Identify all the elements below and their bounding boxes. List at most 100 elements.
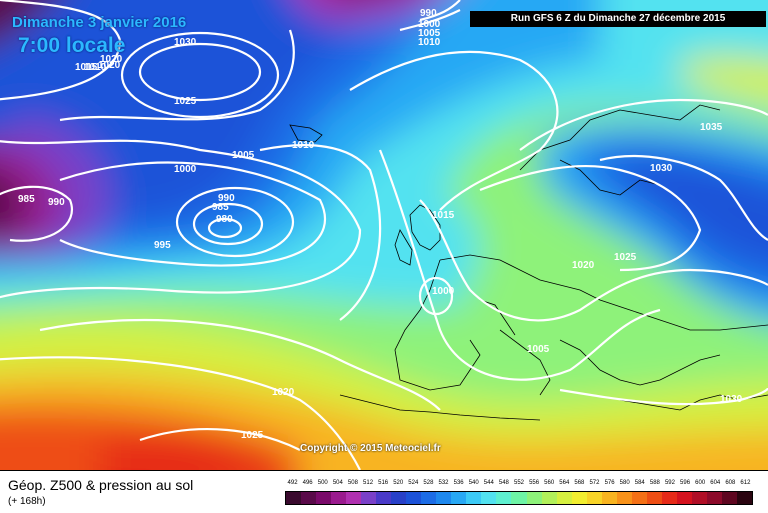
scale-tick-label: 568 bbox=[574, 480, 585, 486]
isobar-label: 1000 bbox=[418, 19, 441, 30]
scale-tick-label: 548 bbox=[498, 480, 509, 486]
scale-tick-label: 536 bbox=[453, 480, 464, 486]
isobar-label: 1030 bbox=[720, 394, 743, 405]
scale-tick-label: 496 bbox=[302, 480, 313, 486]
scale-color-cell bbox=[571, 492, 587, 504]
scale-tick-label: 512 bbox=[363, 480, 374, 486]
scale-color-cell bbox=[466, 492, 482, 504]
model-run-banner: Run GFS 6 Z du Dimanche 27 décembre 2015 bbox=[470, 11, 766, 27]
scale-tick-label: 516 bbox=[378, 480, 389, 486]
scale-tick-label: 572 bbox=[589, 480, 600, 486]
isobar-label: 1020 bbox=[272, 387, 295, 398]
weather-map: 1030 1025 1020 1015 1010 1005 1000 995 9… bbox=[0, 0, 768, 470]
scale-color-cell bbox=[496, 492, 512, 504]
isobar-label: 1030 bbox=[174, 37, 197, 48]
scale-color-cell bbox=[376, 492, 392, 504]
scale-tick-label: 608 bbox=[725, 480, 736, 486]
isobar-label: 1030 bbox=[650, 163, 673, 174]
scale-color-cell bbox=[691, 492, 707, 504]
scale-tick-label: 584 bbox=[634, 480, 645, 486]
scale-tick-label: 492 bbox=[287, 480, 298, 486]
scale-color-cell bbox=[316, 492, 332, 504]
scale-color-cell bbox=[436, 492, 452, 504]
isobar-labels: 1030 1025 1020 1015 1010 1005 1000 995 9… bbox=[18, 8, 743, 441]
scale-color-cell bbox=[526, 492, 542, 504]
scale-color-cell bbox=[406, 492, 422, 504]
scale-tick-label: 576 bbox=[604, 480, 615, 486]
scale-tick-label: 500 bbox=[317, 480, 328, 486]
scale-color-cell bbox=[421, 492, 437, 504]
isobar-label: 990 bbox=[218, 193, 235, 204]
scale-color-cell bbox=[736, 492, 752, 504]
scale-tick-label: 528 bbox=[423, 480, 434, 486]
scale-color-cell bbox=[481, 492, 497, 504]
isobar-label: 990 bbox=[48, 197, 65, 208]
color-scale-bar bbox=[285, 491, 753, 505]
scale-tick-label: 580 bbox=[619, 480, 630, 486]
isobar-label: 1020 bbox=[100, 54, 123, 65]
scale-color-cell bbox=[676, 492, 692, 504]
scale-tick-label: 544 bbox=[483, 480, 494, 486]
scale-tick-label: 588 bbox=[649, 480, 660, 486]
field-title: Géop. Z500 & pression au sol bbox=[8, 477, 194, 493]
scale-color-cell bbox=[346, 492, 362, 504]
forecast-time: 7:00 locale bbox=[18, 34, 126, 57]
scale-tick-label: 552 bbox=[513, 480, 525, 486]
scale-color-cell bbox=[586, 492, 602, 504]
isobar-label: 1035 bbox=[700, 122, 723, 133]
isobar-label: 1005 bbox=[527, 344, 550, 355]
isobar-label: 1025 bbox=[614, 252, 637, 263]
scale-color-cell bbox=[616, 492, 632, 504]
scale-tick-label: 600 bbox=[695, 480, 706, 486]
isobar-label: 1025 bbox=[241, 430, 264, 441]
forecast-date: Dimanche 3 janvier 2016 bbox=[12, 14, 187, 31]
isobar-label: 1005 bbox=[418, 28, 441, 39]
copyright-notice: Copyright © 2015 Meteociel.fr bbox=[300, 443, 441, 454]
scale-tick-label: 556 bbox=[529, 480, 540, 486]
scale-color-cell bbox=[451, 492, 467, 504]
scale-tick-label: 592 bbox=[664, 480, 675, 486]
scale-color-cell bbox=[331, 492, 347, 504]
isobar-label: 1000 bbox=[432, 286, 455, 297]
scale-tick-label: 524 bbox=[408, 480, 419, 486]
isobar-label: 1010 bbox=[84, 62, 107, 73]
scale-tick-label: 540 bbox=[468, 480, 479, 486]
isobar-label: 1015 bbox=[432, 210, 455, 221]
scale-color-cell bbox=[286, 492, 302, 504]
isobar-label: 995 bbox=[154, 240, 171, 251]
scale-color-cell bbox=[631, 492, 647, 504]
isobar-label: 1020 bbox=[572, 260, 595, 271]
scale-color-cell bbox=[706, 492, 722, 504]
isobars bbox=[0, 0, 768, 470]
isobar-label: 990 bbox=[420, 8, 437, 19]
isobar-label: 980 bbox=[216, 214, 233, 225]
isobar-label: 1010 bbox=[292, 140, 315, 151]
isobar-label: 1005 bbox=[232, 150, 255, 161]
geopotential-map: 1030 1025 1020 1015 1010 1005 1000 995 9… bbox=[0, 0, 768, 470]
scale-color-cell bbox=[541, 492, 557, 504]
isobar-label: 1015 bbox=[75, 62, 98, 73]
scale-tick-label: 560 bbox=[544, 480, 555, 486]
map-legend: Géop. Z500 & pression au sol (+ 168h) 49… bbox=[0, 470, 768, 513]
lead-time: (+ 168h) bbox=[8, 496, 46, 507]
scale-tick-label: 532 bbox=[438, 480, 449, 486]
scale-color-cell bbox=[646, 492, 662, 504]
scale-tick-label: 504 bbox=[332, 480, 343, 486]
scale-color-cell bbox=[391, 492, 407, 504]
scale-tick-label: 520 bbox=[393, 480, 404, 486]
scale-tick-label: 604 bbox=[710, 480, 721, 486]
scale-tick-label: 612 bbox=[740, 480, 751, 486]
scale-color-cell bbox=[511, 492, 527, 504]
scale-color-cell bbox=[301, 492, 317, 504]
scale-tick-label: 508 bbox=[347, 480, 358, 486]
isobar-label: 1000 bbox=[174, 164, 197, 175]
scale-color-cell bbox=[361, 492, 377, 504]
scale-color-cell bbox=[601, 492, 617, 504]
isobar-label: 985 bbox=[212, 202, 229, 213]
isobar-label: 1025 bbox=[174, 96, 197, 107]
scale-color-cell bbox=[556, 492, 572, 504]
scale-tick-label: 596 bbox=[680, 480, 691, 486]
scale-color-cell bbox=[721, 492, 737, 504]
isobar-label: 985 bbox=[18, 194, 35, 205]
isobar-label: 1010 bbox=[418, 37, 441, 48]
